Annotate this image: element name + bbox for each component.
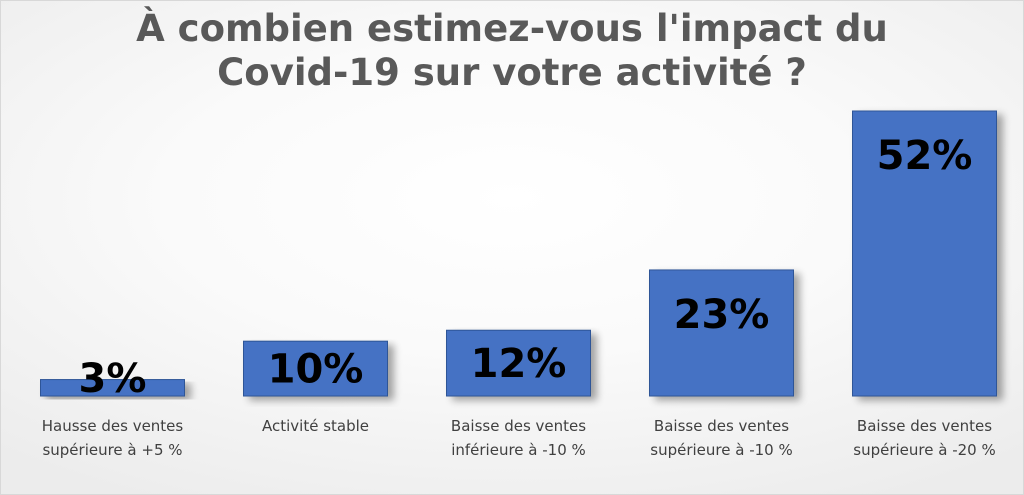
chart-title-line-1: À combien estimez-vous l'impact du (136, 7, 888, 50)
category-label-1: Hausse des ventes supérieure à +5 % (42, 417, 184, 459)
data-label-5: 52% (877, 133, 973, 179)
bar-4 (649, 269, 794, 397)
chart-title: À combien estimez-vous l'impact du Covid… (1, 7, 1023, 95)
data-label-3: 12% (471, 341, 567, 387)
category-label-2-line-1: Activité stable (262, 417, 369, 435)
category-label-5-line-2: supérieure à -20 % (853, 441, 995, 459)
bar-1 (40, 379, 185, 397)
chart-title-line-2: Covid-19 sur votre activité ? (217, 51, 807, 94)
category-label-4-line-2: supérieure à -10 % (650, 441, 792, 459)
bar-3 (446, 329, 591, 397)
category-label-5: Baisse des ventes supérieure à -20 % (853, 417, 995, 459)
category-label-3: Baisse des ventes inférieure à -10 % (451, 417, 586, 459)
category-label-1-line-2: supérieure à +5 % (42, 441, 182, 459)
category-label-4-line-1: Baisse des ventes (654, 417, 789, 435)
category-label-4: Baisse des ventes supérieure à -10 % (650, 417, 792, 459)
category-label-3-line-2: inférieure à -10 % (451, 441, 586, 459)
data-label-1: 3% (79, 356, 147, 402)
category-label-1-line-1: Hausse des ventes (42, 417, 184, 435)
data-label-2: 10% (268, 347, 364, 393)
category-label-5-line-1: Baisse des ventes (857, 417, 992, 435)
category-label-3-line-1: Baisse des ventes (451, 417, 586, 435)
bar-5 (852, 110, 997, 397)
data-label-4: 23% (674, 292, 770, 338)
bar-2 (243, 340, 388, 397)
category-label-2: Activité stable (262, 417, 369, 435)
